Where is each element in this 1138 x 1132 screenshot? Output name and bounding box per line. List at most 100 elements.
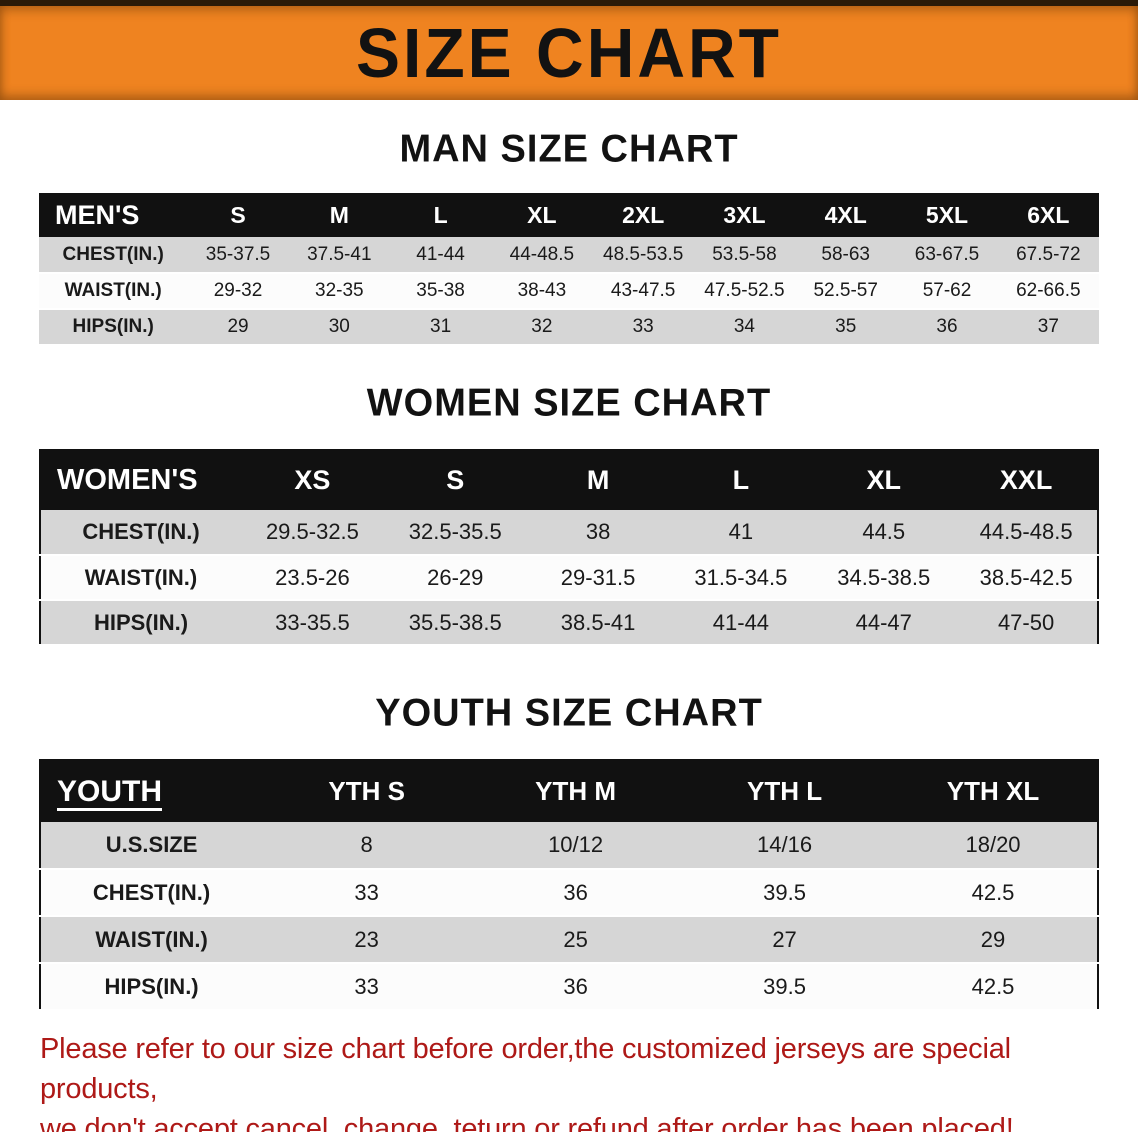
value-cell: 38.5-41 (526, 600, 670, 646)
value-cell: 43-47.5 (592, 273, 694, 310)
value-cell: 36 (471, 869, 681, 917)
men-table-body: CHEST(IN.) 35-37.5 37.5-41 41-44 44-48.5 48.5… (39, 237, 1099, 346)
value-cell: 47.5-52.5 (693, 273, 796, 310)
women-table-body: CHEST(IN.) 29.5-32.5 32.5-35.5 38 41 44.5 44.5… (40, 510, 1098, 646)
row-label-cell: U.S.SIZE (40, 822, 263, 870)
size-header-cell: XL (812, 450, 956, 510)
youth-section-heading: YOUTH SIZE CHART (375, 691, 763, 735)
size-header-cell: S (383, 450, 527, 510)
value-cell: 31 (389, 309, 492, 346)
value-cell: 57-62 (896, 273, 998, 310)
size-header-cell: 3XL (693, 193, 796, 237)
value-cell: 42.5 (889, 869, 1098, 917)
youth-table-head: YOUTH YTH S YTH M YTH L YTH XL (40, 760, 1098, 822)
row-label-cell: HIPS(IN.) (39, 309, 188, 346)
size-header-cell: L (389, 193, 492, 237)
value-cell: 38-43 (491, 273, 593, 310)
value-cell: 33 (262, 869, 472, 917)
size-header-cell: 4XL (795, 193, 897, 237)
value-cell: 58-63 (795, 237, 897, 274)
men-section: MAN SIZE CHART MEN'S S M L XL 2XL 3XL 4XL 5XL 6XL… (0, 127, 1138, 346)
women-section: WOMEN SIZE CHART WOMEN'S XS S M L XL XXL CHEST… (0, 381, 1138, 646)
value-cell: 27 (680, 916, 890, 964)
header-row: MEN'S S M L XL 2XL 3XL 4XL 5XL 6XL (39, 193, 1099, 237)
size-header-cell: XL (491, 193, 593, 237)
row-label-cell: HIPS(IN.) (40, 600, 242, 646)
disclaimer-line-2: we don't accept cancel, change, teturn o… (40, 1113, 1014, 1132)
value-cell: 23 (262, 916, 472, 964)
size-header-cell: M (526, 450, 670, 510)
women-table-head: WOMEN'S XS S M L XL XXL (40, 450, 1098, 510)
table-row: WAIST(IN.) 29-32 32-35 35-38 38-43 43-47.5 47.… (39, 273, 1099, 310)
table-row: WAIST(IN.) 23 25 27 29 (40, 916, 1098, 964)
row-label-cell: WAIST(IN.) (40, 555, 242, 601)
size-header-cell: YTH M (471, 760, 681, 822)
size-header-cell: 6XL (997, 193, 1099, 237)
disclaimer: Please refer to our size chart before or… (0, 1029, 1138, 1132)
table-row: CHEST(IN.) 29.5-32.5 32.5-35.5 38 41 44.5 44.5… (40, 510, 1098, 556)
table-row: U.S.SIZE 8 10/12 14/16 18/20 (40, 822, 1098, 870)
size-header-cell: M (288, 193, 390, 237)
men-section-heading: MAN SIZE CHART (399, 127, 739, 171)
value-cell: 34.5-38.5 (812, 555, 956, 601)
value-cell: 33-35.5 (241, 600, 384, 646)
youth-section: YOUTH SIZE CHART YOUTH YTH S YTH M YTH L YTH… (0, 691, 1138, 1011)
value-cell: 48.5-53.5 (592, 237, 694, 274)
row-label-cell: WAIST(IN.) (39, 273, 188, 310)
size-header-cell: YTH S (262, 760, 472, 822)
value-cell: 18/20 (889, 822, 1098, 870)
value-cell: 44-47 (812, 600, 956, 646)
value-cell: 41-44 (389, 237, 492, 274)
value-cell: 44.5-48.5 (955, 510, 1098, 556)
value-cell: 29-32 (187, 273, 289, 310)
value-cell: 32-35 (288, 273, 390, 310)
banner: SIZE CHART (0, 0, 1138, 100)
value-cell: 36 (896, 309, 998, 346)
value-cell: 35-37.5 (187, 237, 289, 274)
size-header-cell: XS (241, 450, 384, 510)
table-row: WAIST(IN.) 23.5-26 26-29 29-31.5 31.5-34.5 34… (40, 555, 1098, 601)
value-cell: 31.5-34.5 (669, 555, 813, 601)
value-cell: 23.5-26 (241, 555, 384, 601)
table-row: CHEST(IN.) 33 36 39.5 42.5 (40, 869, 1098, 917)
row-label-cell: WAIST(IN.) (40, 916, 263, 964)
value-cell: 47-50 (955, 600, 1098, 646)
page-title: SIZE CHART (356, 14, 782, 92)
women-size-table: WOMEN'S XS S M L XL XXL CHEST(IN.) 29.5-32.5 32.… (39, 449, 1099, 646)
row-label-cell: CHEST(IN.) (39, 237, 188, 274)
value-cell: 25 (471, 916, 681, 964)
value-cell: 14/16 (680, 822, 890, 870)
value-cell: 39.5 (680, 963, 890, 1011)
value-cell: 33 (592, 309, 694, 346)
table-row: HIPS(IN.) 29 30 31 32 33 34 35 36 37 (39, 309, 1099, 346)
value-cell: 10/12 (471, 822, 681, 870)
men-table-head: MEN'S S M L XL 2XL 3XL 4XL 5XL 6XL (39, 193, 1099, 237)
size-header-cell: 2XL (592, 193, 694, 237)
size-header-cell: YTH L (680, 760, 890, 822)
value-cell: 34 (693, 309, 796, 346)
value-cell: 62-66.5 (997, 273, 1099, 310)
value-cell: 29 (187, 309, 289, 346)
value-cell: 52.5-57 (795, 273, 897, 310)
value-cell: 35.5-38.5 (383, 600, 527, 646)
value-cell: 38.5-42.5 (955, 555, 1098, 601)
size-header-cell: YTH XL (889, 760, 1098, 822)
disclaimer-line-1: Please refer to our size chart before or… (40, 1033, 1011, 1105)
size-header-cell: 5XL (896, 193, 998, 237)
table-row: HIPS(IN.) 33-35.5 35.5-38.5 38.5-41 41-44 44-… (40, 600, 1098, 646)
value-cell: 41 (669, 510, 813, 556)
table-title-cell: YOUTH (40, 760, 263, 822)
value-cell: 35 (795, 309, 897, 346)
value-cell: 63-67.5 (896, 237, 998, 274)
value-cell: 37.5-41 (288, 237, 390, 274)
header-row: YOUTH YTH S YTH M YTH L YTH XL (40, 760, 1098, 822)
women-section-heading: WOMEN SIZE CHART (366, 381, 772, 425)
value-cell: 44.5 (812, 510, 956, 556)
value-cell: 36 (471, 963, 681, 1011)
value-cell: 32.5-35.5 (383, 510, 527, 556)
value-cell: 53.5-58 (693, 237, 796, 274)
table-row: CHEST(IN.) 35-37.5 37.5-41 41-44 44-48.5 48.5… (39, 237, 1099, 274)
value-cell: 41-44 (669, 600, 813, 646)
value-cell: 29-31.5 (526, 555, 670, 601)
